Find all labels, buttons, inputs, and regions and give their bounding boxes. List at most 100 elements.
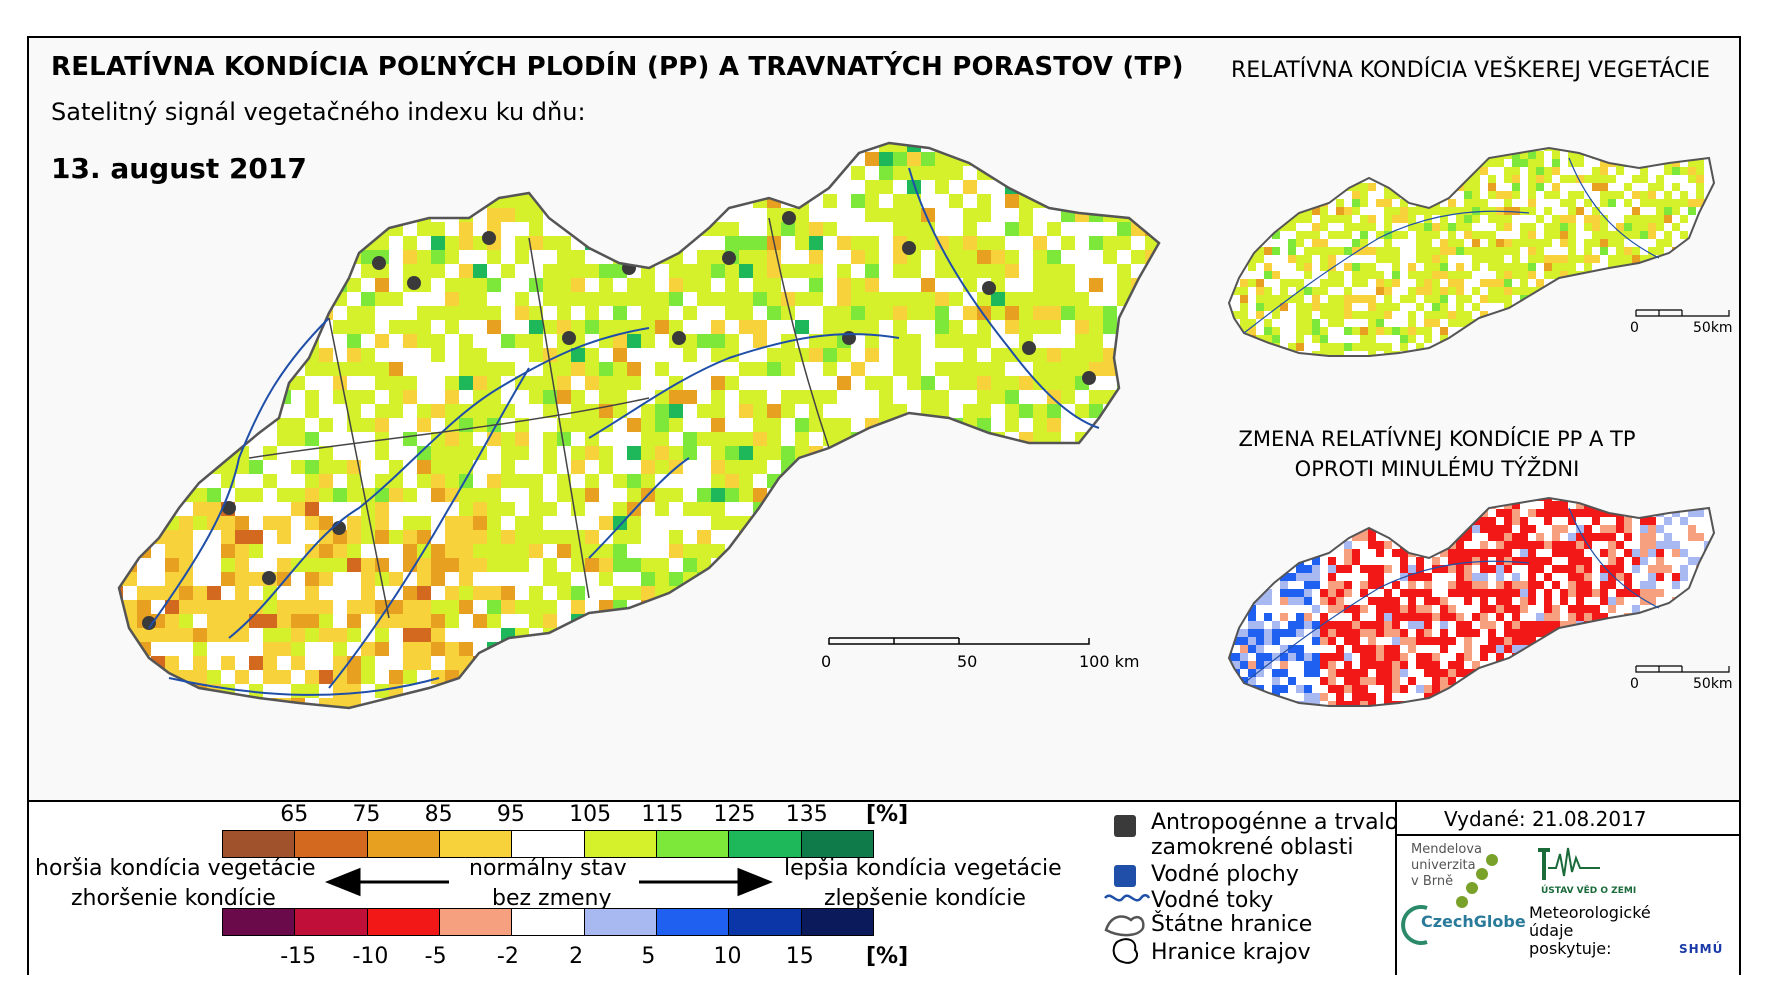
map-cell	[179, 194, 193, 208]
map-cell	[277, 152, 291, 166]
map-cell	[1089, 143, 1103, 152]
map-cell	[767, 222, 781, 236]
map-cell	[347, 320, 361, 334]
map-cell	[1392, 255, 1400, 263]
map-cell	[1592, 303, 1600, 311]
map-cell	[753, 488, 767, 502]
map-cell	[1019, 712, 1033, 726]
map-cell	[151, 143, 165, 152]
map-cell	[375, 376, 389, 390]
map-cell	[1648, 295, 1656, 303]
map-cell	[697, 474, 711, 488]
map-cell	[459, 320, 473, 334]
map-cell	[193, 250, 207, 264]
map-cell	[1145, 152, 1159, 166]
map-cell	[1131, 712, 1145, 726]
map-cell	[515, 334, 529, 348]
map-cell	[291, 712, 305, 726]
map-cell	[291, 614, 305, 628]
map-cell	[403, 222, 417, 236]
map-cell	[151, 390, 165, 404]
map-cell	[1272, 279, 1280, 287]
map-cell	[949, 698, 963, 708]
map-cell	[1560, 271, 1568, 279]
map-cell	[1384, 247, 1392, 255]
map-cell	[1304, 175, 1312, 183]
map-cell	[1312, 223, 1320, 231]
map-cell	[851, 572, 865, 586]
map-cell	[193, 614, 207, 628]
map-cell	[1696, 271, 1704, 279]
map-cell	[193, 194, 207, 208]
map-cell	[1704, 247, 1712, 255]
map-cell	[445, 432, 459, 446]
map-cell	[319, 264, 333, 278]
map-cell	[529, 306, 543, 320]
map-cell	[347, 642, 361, 656]
map-cell	[851, 516, 865, 530]
map-cell	[1103, 264, 1117, 278]
map-cell	[1512, 319, 1520, 327]
map-cell	[1352, 247, 1360, 255]
map-cell	[403, 404, 417, 418]
map-cell	[1328, 175, 1336, 183]
map-cell	[865, 586, 879, 600]
map-cell	[865, 572, 879, 586]
map-cell	[1264, 279, 1272, 287]
map-cell	[1296, 183, 1304, 191]
map-cell	[1560, 183, 1568, 191]
map-cell	[697, 586, 711, 600]
map-cell	[1528, 159, 1536, 167]
map-cell	[1560, 231, 1568, 239]
map-cell	[515, 320, 529, 334]
map-cell	[1496, 167, 1504, 175]
map-cell	[1336, 247, 1344, 255]
map-cell	[1145, 390, 1159, 404]
map-cell	[1584, 359, 1592, 367]
map-cell	[1432, 327, 1440, 335]
map-cell	[1264, 247, 1272, 255]
map-cell	[1248, 148, 1256, 151]
map-cell	[1296, 359, 1304, 367]
map-cell	[1047, 572, 1061, 586]
map-cell	[1568, 311, 1576, 319]
map-cell	[375, 684, 389, 698]
map-cell	[515, 712, 529, 726]
map-cell	[473, 418, 487, 432]
anthropogenic-area	[222, 501, 236, 515]
map-cell	[263, 628, 277, 642]
map-cell	[1480, 295, 1488, 303]
map-cell	[459, 222, 473, 236]
map-cell	[137, 600, 151, 614]
map-cell	[1712, 271, 1714, 279]
map-cell	[669, 194, 683, 208]
map-cell	[711, 348, 725, 362]
map-cell	[543, 446, 557, 460]
map-cell	[935, 684, 949, 698]
map-cell	[1544, 191, 1552, 199]
map-cell	[249, 306, 263, 320]
map-cell	[1312, 191, 1320, 199]
map-cell	[949, 222, 963, 236]
map-cell	[627, 488, 641, 502]
map-cell	[249, 348, 263, 362]
map-cell	[1075, 320, 1089, 334]
map-cell	[1117, 502, 1131, 516]
map-cell	[865, 264, 879, 278]
map-cell	[1472, 215, 1480, 223]
map-cell	[221, 530, 235, 544]
map-cell	[1696, 159, 1704, 167]
map-cell	[1368, 159, 1376, 167]
map-cell	[417, 334, 431, 348]
map-cell	[557, 292, 571, 306]
map-cell	[1005, 376, 1019, 390]
map-cell	[487, 348, 501, 362]
map-cell	[1296, 271, 1304, 279]
map-cell	[1248, 175, 1256, 183]
map-cell	[1272, 167, 1280, 175]
map-cell	[1568, 167, 1576, 175]
map-cell	[179, 572, 193, 586]
map-cell	[1368, 167, 1376, 175]
map-cell	[1488, 247, 1496, 255]
map-cell	[137, 572, 151, 586]
